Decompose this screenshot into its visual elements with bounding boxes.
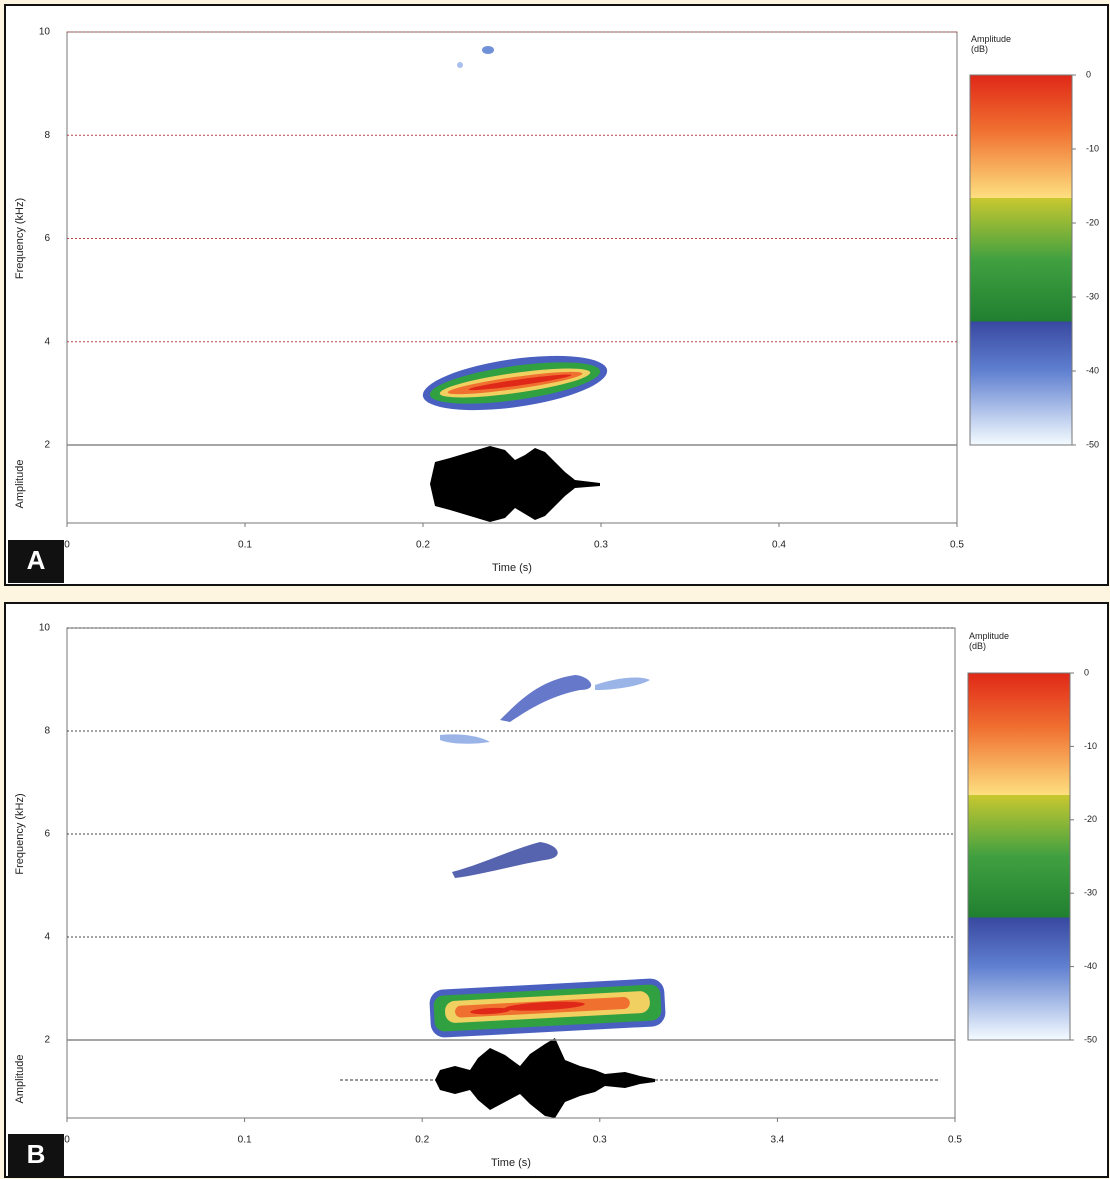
y-axis-label: Frequency (kHz): [14, 198, 26, 279]
colorbar-label: Amplitude (dB): [971, 34, 1012, 54]
colorbar-label: Amplitude (dB): [969, 631, 1010, 651]
x-tick-label: 0: [64, 1135, 70, 1146]
waveform-a: [430, 446, 600, 522]
panel-label: B: [27, 1139, 46, 1169]
panel-label-box: [8, 540, 64, 583]
colorbar-tick-label: 0: [1084, 667, 1089, 677]
x-tick-label: 3.4: [770, 1135, 784, 1146]
panel-label: A: [27, 545, 46, 575]
x-tick-label: 0.2: [415, 1135, 429, 1146]
x-axis-label: Time (s): [492, 562, 532, 574]
colorbar-tick-label: -20: [1084, 814, 1097, 824]
y-tick-label: 10: [39, 27, 51, 38]
y-tick-label: 6: [44, 829, 50, 840]
x-tick-label: 0.5: [948, 1135, 962, 1146]
x-tick-label: 0.5: [950, 540, 964, 551]
amplitude-label: Amplitude: [14, 1055, 26, 1104]
colorbar-tick-label: -40: [1086, 365, 1099, 375]
x-tick-label: 0.1: [238, 540, 252, 551]
y-tick-label: 4: [44, 932, 50, 943]
colorbar-tick-label: -20: [1086, 217, 1099, 227]
x-tick-label: 0.4: [772, 540, 786, 551]
spectrogram-a: [482, 46, 494, 54]
colorbar-tick-label: -50: [1084, 1034, 1097, 1044]
y-tick-label: 10: [39, 623, 51, 634]
panel-label-box: [8, 1134, 64, 1177]
x-tick-label: 0.3: [593, 1135, 607, 1146]
x-tick-label: 0: [64, 540, 70, 551]
y-tick-label: 2: [44, 1035, 50, 1046]
y-tick-label: 8: [44, 130, 50, 141]
spectrogram-b: [440, 734, 490, 744]
y-tick-label: 2: [44, 440, 50, 451]
colorbar-tick-label: 0: [1086, 69, 1091, 79]
spectrogram-a: [457, 62, 463, 68]
y-tick-label: 8: [44, 726, 50, 737]
spectrogram-a: [422, 355, 608, 411]
colorbar: [967, 672, 1071, 1041]
spectrogram-b: [500, 675, 592, 722]
x-axis-label: Time (s): [491, 1157, 531, 1169]
y-tick-label: 4: [44, 336, 50, 347]
x-tick-label: 0.3: [594, 540, 608, 551]
colorbar-tick-label: -40: [1084, 961, 1097, 971]
y-tick-label: 6: [44, 233, 50, 244]
spectrogram-b: [452, 842, 558, 878]
colorbar: [969, 74, 1073, 446]
colorbar-tick-label: -10: [1084, 741, 1097, 751]
colorbar-tick-label: -30: [1084, 888, 1097, 898]
x-tick-label: 0.1: [238, 1135, 252, 1146]
colorbar-tick-label: -10: [1086, 143, 1099, 153]
waveform-b: [435, 1038, 655, 1118]
amplitude-label: Amplitude: [14, 460, 26, 509]
y-axis-label: Frequency (kHz): [14, 793, 26, 874]
x-tick-label: 0.2: [416, 540, 430, 551]
colorbar-tick-label: -50: [1086, 439, 1099, 449]
spectrogram-b: [595, 677, 650, 690]
spectrogram-b: [429, 978, 666, 1038]
colorbar-tick-label: -30: [1086, 291, 1099, 301]
